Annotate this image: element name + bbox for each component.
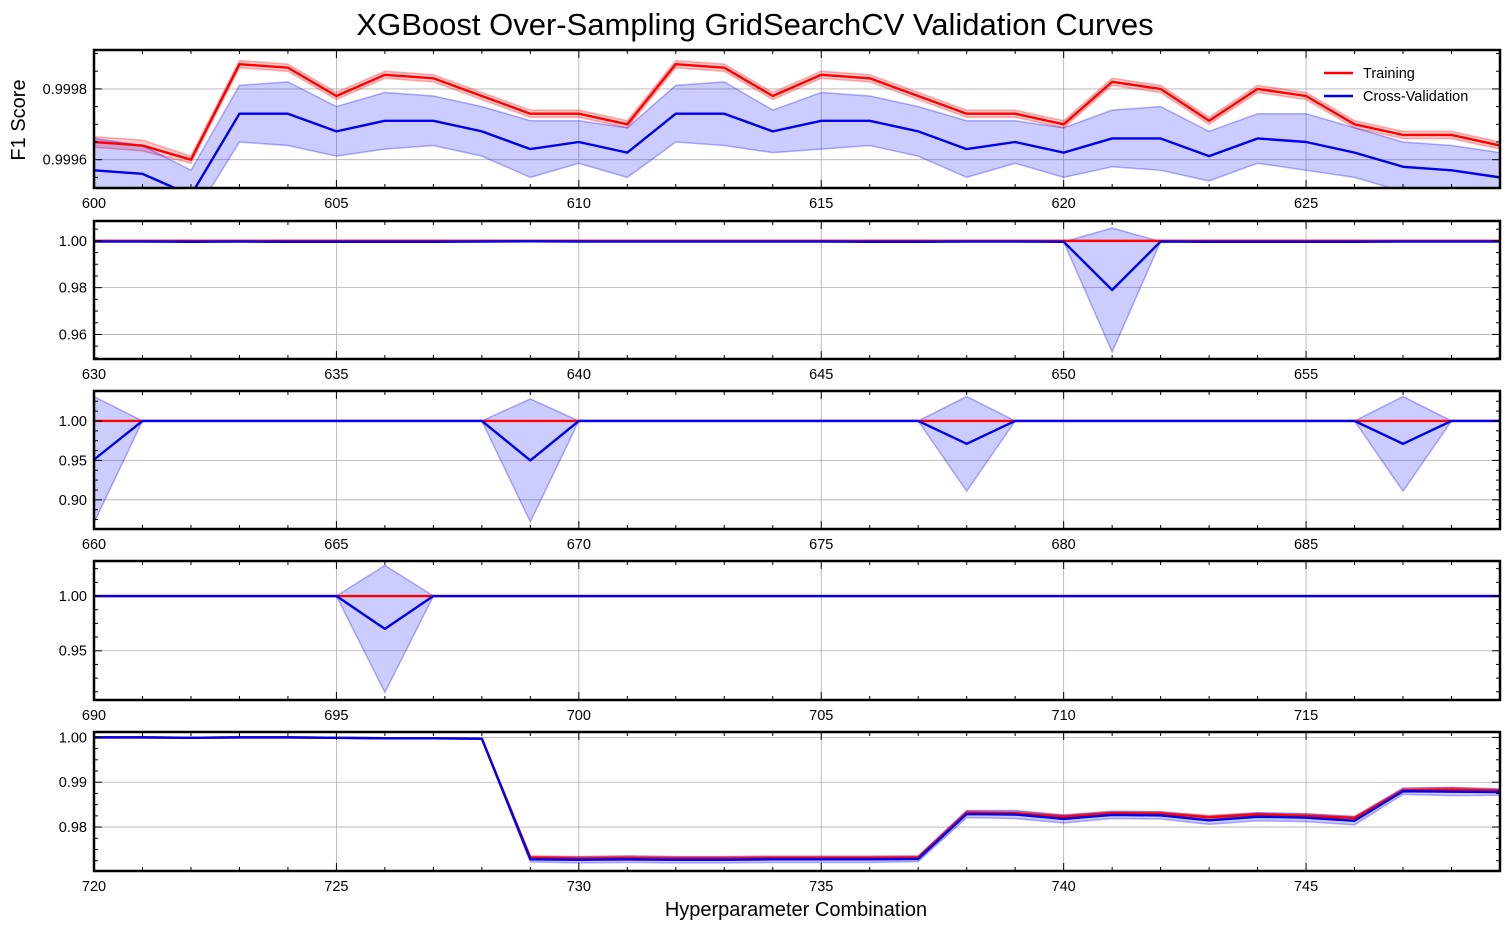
cv-std-band — [94, 81, 1500, 188]
cv-std-band — [94, 564, 1500, 695]
training-std-band — [94, 736, 1500, 861]
panel-2: 630 635 640 645 650 655 0.96 0.98 1.00 — [59, 219, 1502, 383]
cv-line — [94, 419, 1500, 462]
x-tick-label: 710 — [1052, 708, 1076, 724]
x-tick-label: 715 — [1294, 708, 1318, 724]
x-tick-label: 740 — [1052, 879, 1076, 895]
panel-3: 660 665 670 675 680 685 0.90 0.95 1.00 — [59, 389, 1502, 553]
chart-title: XGBoost Over-Sampling GridSearchCV Valid… — [356, 7, 1153, 42]
y-tick-label: 0.9998 — [43, 82, 87, 98]
plot-area — [94, 227, 1500, 354]
y-axis-title: F1 Score — [8, 79, 30, 160]
y-tick-label: 0.95 — [59, 644, 87, 660]
y-tick-label: 0.98 — [59, 281, 87, 297]
y-tick-label: 0.9996 — [43, 153, 87, 169]
x-tick-label: 605 — [324, 196, 348, 212]
x-tick-label: 705 — [809, 708, 833, 724]
cv-std-band — [94, 736, 1500, 864]
x-tick-label: 720 — [82, 879, 106, 895]
x-tick-label: 630 — [82, 367, 106, 383]
x-tick-label: 730 — [567, 879, 591, 895]
x-tick-label: 665 — [324, 537, 348, 553]
x-tick-label: 695 — [324, 708, 348, 724]
x-tick-label: 600 — [82, 196, 106, 212]
y-tick-label: 1.00 — [59, 589, 87, 605]
panel-4: 690 695 700 705 710 715 0.95 1.00 — [59, 559, 1502, 724]
plot-area — [94, 59, 1500, 188]
x-tick-label: 635 — [324, 367, 348, 383]
x-tick-label: 675 — [809, 537, 833, 553]
x-tick-label: 745 — [1294, 879, 1318, 895]
panel-1: 600 605 610 615 620 625 0.9996 0.9998 — [43, 48, 1502, 212]
x-tick-label: 725 — [324, 879, 348, 895]
x-tick-label: 685 — [1294, 537, 1318, 553]
x-tick-label: 615 — [809, 196, 833, 212]
x-tick-label: 735 — [809, 879, 833, 895]
y-tick-label: 0.99 — [59, 775, 87, 791]
cv-line — [94, 112, 1500, 188]
x-tick-label: 655 — [1294, 367, 1318, 383]
cv-line — [94, 240, 1500, 292]
y-tick-label: 1.00 — [59, 730, 87, 746]
cv-std-band — [94, 227, 1500, 354]
legend-training-label: Training — [1363, 66, 1415, 82]
cv-line — [94, 736, 1500, 861]
y-tick-label: 0.95 — [59, 453, 87, 469]
panel-frame — [92, 730, 1502, 873]
y-tick-label: 1.00 — [59, 234, 87, 250]
training-line — [94, 62, 1500, 161]
x-tick-label: 690 — [82, 708, 106, 724]
x-tick-label: 625 — [1294, 196, 1318, 212]
x-tick-label: 610 — [567, 196, 591, 212]
cv-std-band — [94, 395, 1500, 524]
x-tick-label: 645 — [809, 367, 833, 383]
panel-frame — [92, 48, 1502, 190]
x-tick-label: 700 — [567, 708, 591, 724]
cv-line — [94, 594, 1500, 631]
y-tick-label: 1.00 — [59, 414, 87, 430]
y-tick-label: 0.98 — [59, 820, 87, 836]
y-tick-label: 0.90 — [59, 493, 87, 509]
y-tick-label: 0.96 — [59, 327, 87, 343]
x-tick-label: 650 — [1052, 367, 1076, 383]
x-axis-title: Hyperparameter Combination — [665, 899, 927, 921]
plot-area — [94, 564, 1500, 695]
plot-area — [94, 736, 1500, 864]
legend-cv-label: Cross-Validation — [1363, 89, 1468, 105]
plot-area — [94, 395, 1500, 524]
x-tick-label: 660 — [82, 537, 106, 553]
x-tick-label: 680 — [1052, 537, 1076, 553]
panel-frame — [92, 219, 1502, 361]
training-line — [94, 736, 1500, 860]
panel-frame — [92, 559, 1502, 702]
x-tick-label: 640 — [567, 367, 591, 383]
x-tick-label: 620 — [1052, 196, 1076, 212]
x-tick-label: 670 — [567, 537, 591, 553]
panel-5: 720 725 730 735 740 745 0.98 0.99 1.00 — [59, 730, 1502, 895]
legend: Training Cross-Validation — [1324, 66, 1468, 105]
